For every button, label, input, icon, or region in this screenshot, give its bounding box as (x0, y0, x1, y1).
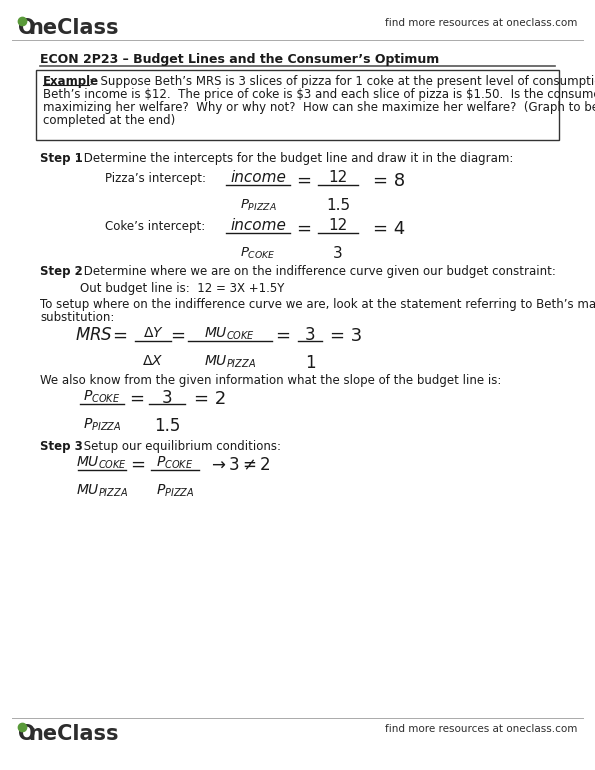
Text: =: = (130, 390, 145, 408)
Text: 3: 3 (333, 246, 343, 261)
Text: = 3: = 3 (330, 327, 362, 345)
Text: $P_{COKE}$: $P_{COKE}$ (240, 246, 276, 261)
Text: find more resources at oneclass.com: find more resources at oneclass.com (384, 18, 577, 28)
Text: Example: Example (43, 75, 99, 88)
Text: Step 2: Step 2 (40, 265, 83, 278)
Text: =: = (171, 327, 186, 345)
Text: 3: 3 (305, 326, 315, 344)
Text: completed at the end): completed at the end) (43, 114, 176, 127)
FancyBboxPatch shape (36, 70, 559, 140)
Text: $\rightarrow 3 \neq 2$: $\rightarrow 3 \neq 2$ (208, 456, 270, 474)
Text: =: = (275, 327, 290, 345)
Text: $P_{COKE}$: $P_{COKE}$ (156, 455, 193, 471)
Text: : Setup our equilibrium conditions:: : Setup our equilibrium conditions: (76, 440, 281, 453)
Text: $MU_{COKE}$: $MU_{COKE}$ (205, 326, 255, 343)
Text: neClass: neClass (28, 18, 118, 38)
Text: Pizza’s intercept:: Pizza’s intercept: (105, 172, 206, 185)
Text: =: = (112, 327, 127, 345)
Text: O: O (18, 724, 36, 744)
Text: neClass: neClass (28, 724, 118, 744)
Text: Step 1: Step 1 (40, 152, 83, 165)
Text: =: = (296, 172, 312, 190)
Text: income: income (230, 218, 286, 233)
Text: $P_{PIZZA}$: $P_{PIZZA}$ (83, 417, 121, 434)
Text: Coke’s intercept:: Coke’s intercept: (105, 220, 205, 233)
Text: 12: 12 (328, 218, 347, 233)
Text: $MU_{PIZZA}$: $MU_{PIZZA}$ (76, 483, 128, 500)
Text: $MU_{PIZZA}$: $MU_{PIZZA}$ (204, 354, 256, 370)
Text: :  Suppose Beth’s MRS is 3 slices of pizza for 1 coke at the present level of co: : Suppose Beth’s MRS is 3 slices of pizz… (89, 75, 595, 88)
Text: = 2: = 2 (194, 390, 226, 408)
Text: $P_{COKE}$: $P_{COKE}$ (83, 389, 121, 405)
Text: $MU_{COKE}$: $MU_{COKE}$ (77, 455, 127, 471)
Text: ECON 2P23 – Budget Lines and the Consumer’s Optimum: ECON 2P23 – Budget Lines and the Consume… (40, 53, 439, 66)
Text: $\Delta X$: $\Delta X$ (142, 354, 164, 368)
Text: 1.5: 1.5 (154, 417, 180, 435)
Text: To setup where on the indifference curve we are, look at the statement referring: To setup where on the indifference curve… (40, 298, 595, 311)
Text: : Determine the intercepts for the budget line and draw it in the diagram:: : Determine the intercepts for the budge… (76, 152, 513, 165)
Text: income: income (230, 170, 286, 185)
Text: $P_{PIZZA}$: $P_{PIZZA}$ (156, 483, 194, 500)
Text: =: = (130, 456, 146, 474)
Text: $MRS$: $MRS$ (75, 326, 113, 344)
Text: Out budget line is:  12 = 3X +1.5Y: Out budget line is: 12 = 3X +1.5Y (80, 282, 284, 295)
Text: : Determine where we are on the indifference curve given our budget constraint:: : Determine where we are on the indiffer… (76, 265, 556, 278)
Text: maximizing her welfare?  Why or why not?  How can she maximize her welfare?  (Gr: maximizing her welfare? Why or why not? … (43, 101, 595, 114)
Text: 1: 1 (305, 354, 315, 372)
Text: Beth’s income is $12.  The price of coke is $3 and each slice of pizza is $1.50.: Beth’s income is $12. The price of coke … (43, 88, 595, 101)
Text: substitution:: substitution: (40, 311, 114, 324)
Text: =: = (296, 220, 312, 238)
Text: = 4: = 4 (373, 220, 405, 238)
Text: O: O (18, 18, 36, 38)
Text: We also know from the given information what the slope of the budget line is:: We also know from the given information … (40, 374, 502, 387)
Text: 1.5: 1.5 (326, 198, 350, 213)
Text: $P_{PIZZA}$: $P_{PIZZA}$ (240, 198, 276, 213)
Text: = 8: = 8 (373, 172, 405, 190)
Text: find more resources at oneclass.com: find more resources at oneclass.com (384, 724, 577, 734)
Text: Step 3: Step 3 (40, 440, 83, 453)
Text: 3: 3 (162, 389, 173, 407)
Text: 12: 12 (328, 170, 347, 185)
Text: $\Delta Y$: $\Delta Y$ (143, 326, 164, 340)
